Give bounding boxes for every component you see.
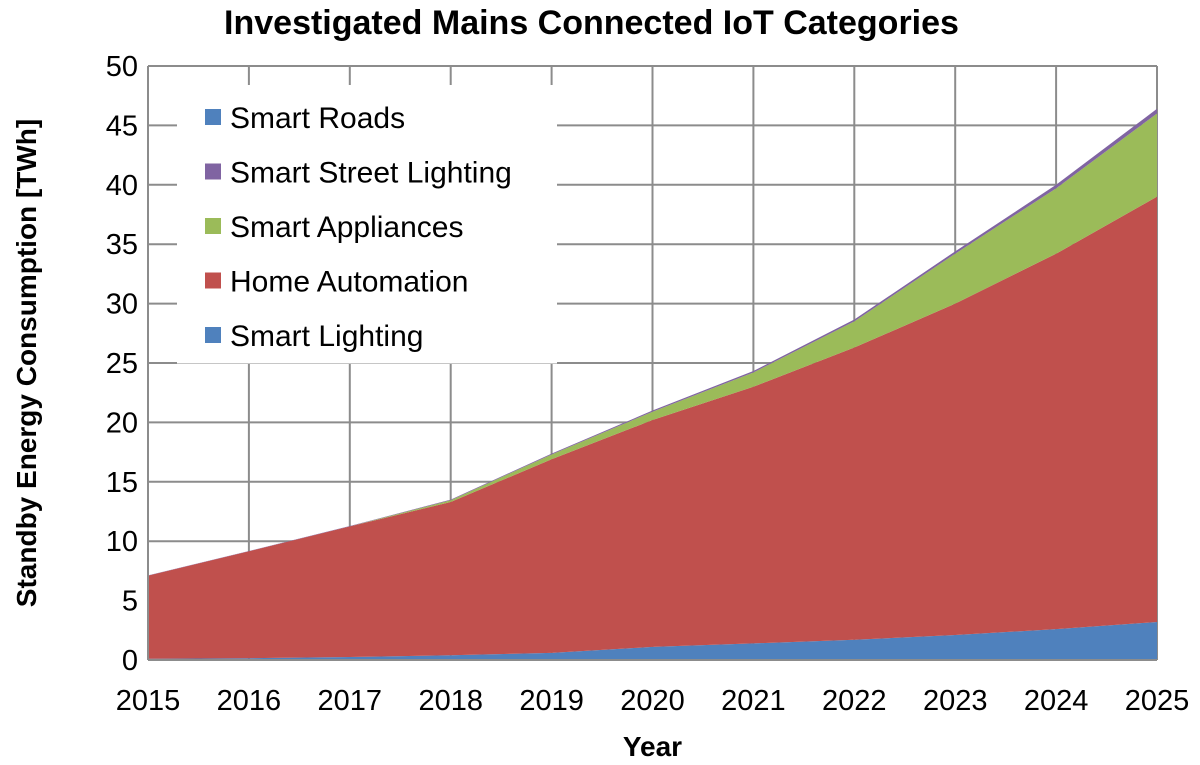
y-tick-label: 10	[106, 526, 138, 558]
y-tick-label: 20	[106, 407, 138, 439]
x-tick-label: 2019	[519, 685, 584, 717]
x-tick-label: 2018	[418, 685, 483, 717]
x-tick-label: 2023	[923, 685, 988, 717]
x-tick-label: 2022	[822, 685, 887, 717]
x-tick-label: 2017	[318, 685, 383, 717]
y-tick-label: 50	[106, 51, 138, 83]
legend-label-smart-roads: Smart Roads	[230, 102, 405, 135]
legend-swatch-smart-roads	[205, 109, 221, 125]
y-tick-label: 15	[106, 467, 138, 499]
y-tick-label: 35	[106, 229, 138, 261]
area-home-automation	[148, 196, 1157, 659]
legend-label-smart-appliances: Smart Appliances	[230, 211, 463, 244]
area-smart-lighting	[148, 621, 1157, 660]
legend-swatch-smart-lighting	[205, 327, 221, 343]
legend-label-smart-lighting: Smart Lighting	[230, 320, 423, 353]
legend-label-smart-street-lighting: Smart Street Lighting	[230, 157, 512, 190]
y-tick-label: 0	[122, 645, 138, 677]
x-axis-title: Year	[623, 731, 682, 762]
y-tick-label: 25	[106, 348, 138, 380]
chart-title: Investigated Mains Connected IoT Categor…	[224, 4, 959, 42]
legend-box	[177, 85, 557, 364]
x-tick-label: 2016	[217, 685, 282, 717]
legend-swatch-home-automation	[205, 272, 221, 289]
x-tick-label: 2025	[1125, 685, 1190, 717]
legend: Smart Roads Smart Street Lighting Smart Ap…	[177, 85, 557, 364]
x-tick-label: 2015	[116, 685, 181, 717]
legend-swatch-smart-appliances	[205, 218, 221, 234]
y-tick-label: 5	[122, 586, 138, 618]
legend-label-home-automation: Home Automation	[230, 266, 468, 299]
legend-swatch-smart-street-lighting	[205, 163, 221, 180]
area-series	[148, 108, 1157, 660]
y-tick-label: 45	[106, 110, 138, 142]
x-tick-label: 2021	[721, 685, 786, 717]
x-tick-label: 2024	[1024, 685, 1089, 717]
y-axis-title: Standby Energy Consumption [TWh]	[11, 119, 42, 607]
y-tick-label: 30	[106, 289, 138, 321]
x-tick-label: 2020	[620, 685, 685, 717]
y-tick-label: 40	[106, 170, 138, 202]
